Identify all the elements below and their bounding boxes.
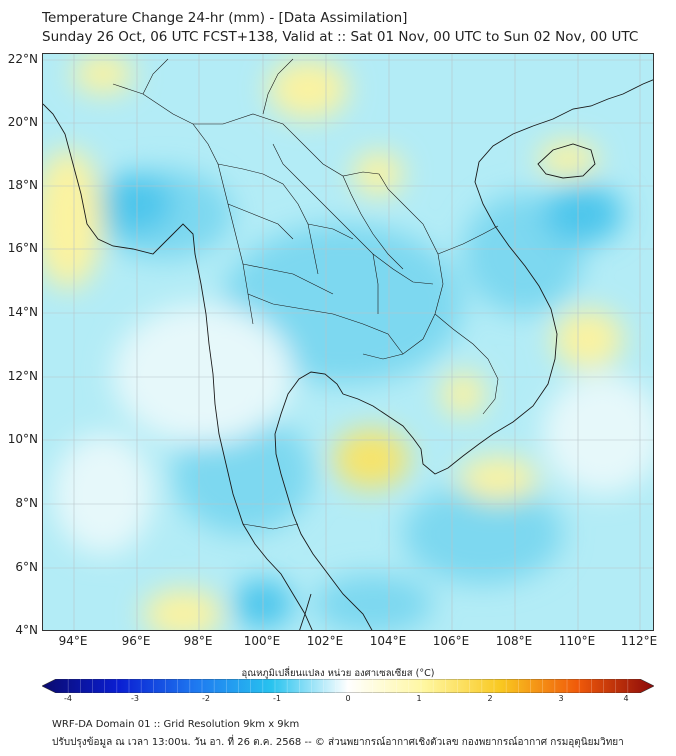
colorbar-gradient (42, 679, 654, 693)
lat-label-12n: 12°N (7, 369, 38, 383)
coastlines (43, 79, 653, 630)
footer-credit: ปรับปรุงข้อมูล ณ เวลา 13:00น. วัน อา. ที… (52, 737, 624, 748)
neutral-blob (53, 434, 153, 554)
cold-blob (543, 184, 623, 244)
lon-label-100e: 100°E (243, 634, 281, 648)
lon-label-96e: 96°E (121, 634, 151, 648)
warm-blob (268, 59, 348, 119)
footer-model-info: WRF-DA Domain 01 :: Grid Resolution 9km … (52, 719, 300, 730)
country-borders (112, 58, 499, 530)
map-canvas (43, 54, 653, 630)
lon-label-106e: 106°E (432, 634, 470, 648)
lon-label-94e: 94°E (58, 634, 88, 648)
map-title: Temperature Change 24-hr (mm) - [Data As… (42, 10, 408, 26)
lat-label-14n: 14°N (7, 305, 38, 319)
lon-label-98e: 98°E (183, 634, 213, 648)
lat-label-8n: 8°N (15, 496, 38, 510)
lon-label-102e: 102°E (306, 634, 344, 648)
colorbar-tick: 2 (487, 694, 493, 703)
lon-label-112e: 112°E (620, 634, 658, 648)
cool-blob (313, 574, 433, 630)
colorbar-tick: -2 (202, 694, 210, 703)
lat-label-18n: 18°N (7, 178, 38, 192)
warm-blob (43, 149, 103, 289)
neutral-blob (113, 304, 293, 444)
lon-label-110e: 110°E (558, 634, 596, 648)
colorbar-title: อุณหภูมิเปลี่ยนแปลง หน่วย องศาเซลเซียส (… (241, 668, 435, 679)
colorbar-segments (67, 679, 629, 693)
colorbar-tick: 4 (623, 694, 629, 703)
warm-blob (441, 372, 485, 416)
lat-label-20n: 20°N (7, 115, 38, 129)
warm-blob (143, 589, 223, 630)
colorbar-tick: 1 (416, 694, 422, 703)
warm-blob (553, 309, 623, 369)
warm-blob (538, 141, 598, 177)
map-subtitle: Sunday 26 Oct, 06 UTC FCST+138, Valid at… (42, 29, 639, 45)
lat-label-6n: 6°N (15, 560, 38, 574)
lat-lon-grid (43, 54, 653, 630)
lon-label-108e: 108°E (495, 634, 533, 648)
lon-label-104e: 104°E (369, 634, 407, 648)
colorbar-tick: -1 (273, 694, 281, 703)
colorbar-tick: 3 (558, 694, 564, 703)
lat-label-10n: 10°N (7, 432, 38, 446)
neutral-blob (543, 374, 653, 494)
temperature-change-map[interactable] (42, 53, 654, 631)
colorbar (42, 679, 654, 693)
warm-blob (458, 457, 538, 501)
colorbar-tick: -4 (64, 694, 72, 703)
hot-blob (333, 429, 409, 489)
cold-blob (93, 174, 173, 234)
warm-blob (73, 54, 133, 94)
lat-label-22n: 22°N (7, 52, 38, 66)
colorbar-tick: 0 (345, 694, 351, 703)
cool-blob (403, 484, 563, 584)
lat-label-16n: 16°N (7, 241, 38, 255)
lat-label-4n: 4°N (15, 623, 38, 637)
temperature-field-blobs (43, 54, 653, 630)
colorbar-tick: -3 (131, 694, 139, 703)
